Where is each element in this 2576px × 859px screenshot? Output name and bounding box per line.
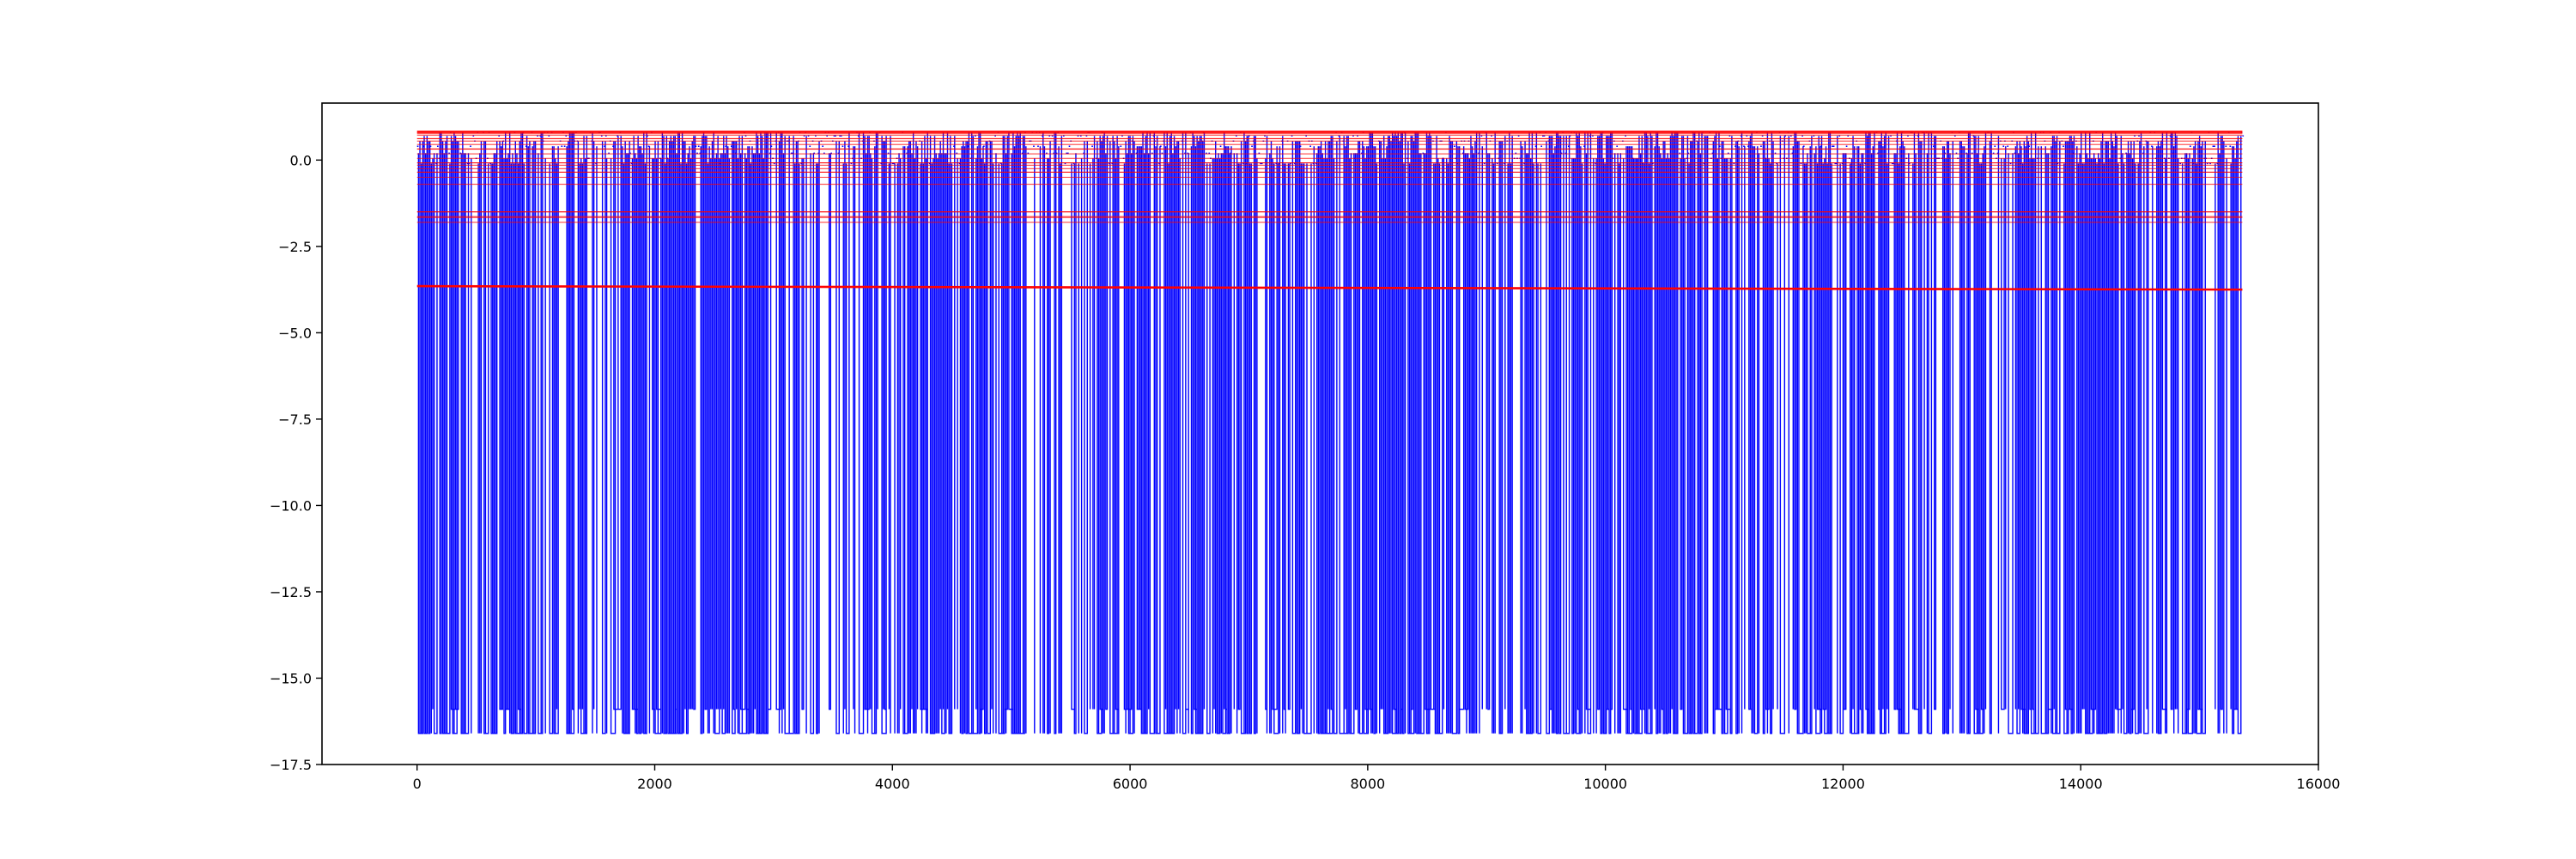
x-tick-label: 2000 — [637, 776, 672, 792]
y-axis: 0.0 −2.5 −5.0 −7.5 −10.0 −12.5 −15.0 −17.5 — [270, 152, 322, 773]
x-tick-label: 8000 — [1350, 776, 1385, 792]
y-tick-label: −5.0 — [278, 325, 312, 341]
x-tick-label: 10000 — [1583, 776, 1627, 792]
x-tick-label: 0 — [413, 776, 422, 792]
x-tick-label: 12000 — [1821, 776, 1865, 792]
y-tick-label: −2.5 — [278, 239, 312, 255]
series-red-drifting-line — [416, 284, 2243, 291]
x-tick-label: 6000 — [1113, 776, 1148, 792]
y-tick-label: −12.5 — [270, 584, 312, 600]
x-tick-label: 16000 — [2297, 776, 2341, 792]
y-tick-label: −17.5 — [270, 757, 312, 773]
series-layer — [416, 131, 2245, 734]
y-tick-label: −15.0 — [270, 670, 312, 686]
x-tick-label: 4000 — [875, 776, 910, 792]
plot-frame — [321, 102, 2319, 765]
x-tick-label: 14000 — [2059, 776, 2103, 792]
y-tick-label: 0.0 — [290, 152, 312, 168]
y-tick-label: −7.5 — [278, 411, 312, 428]
y-tick-label: −10.0 — [270, 497, 312, 514]
x-axis: 0 2000 4000 6000 8000 10000 12000 14000 16000 — [413, 765, 2341, 792]
